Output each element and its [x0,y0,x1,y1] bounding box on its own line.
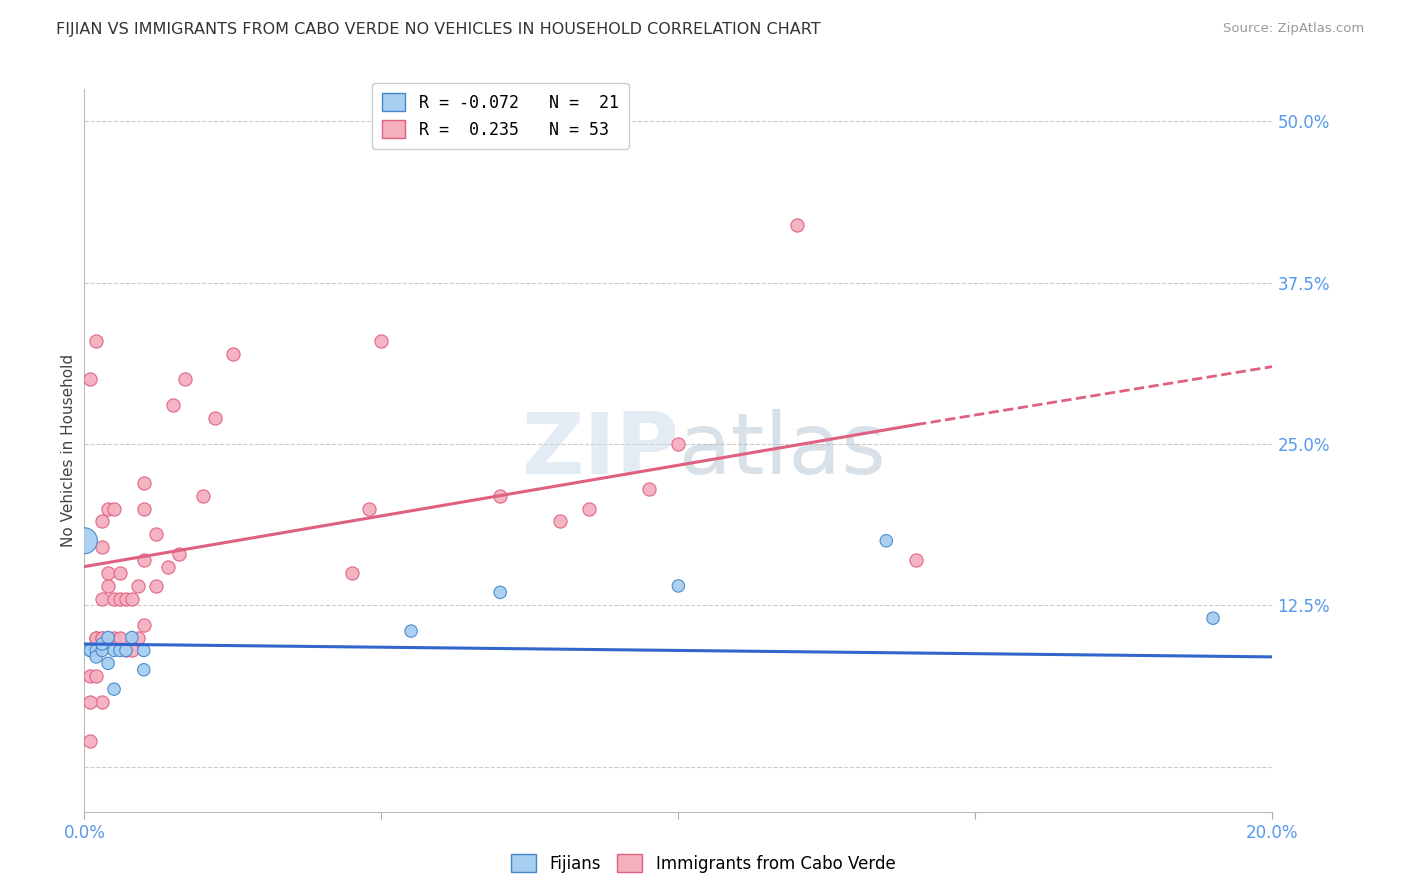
Point [132,643,155,657]
Point [97,631,120,645]
Point [127,631,149,645]
Point [121,631,143,645]
Point [79,643,101,657]
Point [1202,611,1225,625]
Point [905,553,928,567]
Point [578,501,600,516]
Point [103,682,125,697]
Point [115,643,138,657]
Point [91,637,114,651]
Point [97,566,120,580]
Point [79,669,101,683]
Point [73,533,96,548]
Point [121,591,143,606]
Y-axis label: No Vehicles in Household: No Vehicles in Household [60,354,76,547]
Point [174,372,197,386]
Point [162,398,184,412]
Point [156,559,179,574]
Point [91,631,114,645]
Point [97,631,120,645]
Point [145,579,167,593]
Point [204,411,226,425]
Point [84,649,107,664]
Point [103,591,125,606]
Point [108,566,131,580]
Point [91,695,114,709]
Point [489,489,512,503]
Point [108,591,131,606]
Point [84,631,107,645]
Point [108,643,131,657]
Point [97,501,120,516]
Point [169,547,191,561]
Point [91,515,114,529]
Point [84,334,107,348]
Point [91,631,114,645]
Point [121,643,143,657]
Point [786,218,808,232]
Point [132,663,155,677]
Legend: R = -0.072   N =  21, R =  0.235   N = 53: R = -0.072 N = 21, R = 0.235 N = 53 [371,83,628,149]
Point [91,540,114,554]
Point [103,631,125,645]
Point [370,334,392,348]
Point [668,437,690,451]
Point [103,501,125,516]
Point [115,591,138,606]
Point [132,553,155,567]
Point [359,501,381,516]
Point [340,566,363,580]
Point [115,643,138,657]
Point [91,591,114,606]
Point [222,347,245,361]
Point [132,475,155,490]
Point [84,643,107,657]
Point [79,643,101,657]
Point [79,733,101,747]
Text: atlas: atlas [679,409,886,492]
Point [132,617,155,632]
Point [637,482,659,496]
Text: FIJIAN VS IMMIGRANTS FROM CABO VERDE NO VEHICLES IN HOUSEHOLD CORRELATION CHART: FIJIAN VS IMMIGRANTS FROM CABO VERDE NO … [56,22,821,37]
Point [84,669,107,683]
Point [127,579,149,593]
Point [79,372,101,386]
Legend: Fijians, Immigrants from Cabo Verde: Fijians, Immigrants from Cabo Verde [503,847,903,880]
Point [132,501,155,516]
Point [668,579,690,593]
Point [108,631,131,645]
Point [489,585,512,599]
Point [875,533,897,548]
Point [548,515,571,529]
Point [103,643,125,657]
Point [191,489,215,503]
Point [145,527,167,541]
Text: ZIP: ZIP [520,409,679,492]
Point [91,643,114,657]
Point [79,695,101,709]
Text: Source: ZipAtlas.com: Source: ZipAtlas.com [1223,22,1364,36]
Point [399,624,422,639]
Point [97,657,120,671]
Point [84,631,107,645]
Point [97,579,120,593]
